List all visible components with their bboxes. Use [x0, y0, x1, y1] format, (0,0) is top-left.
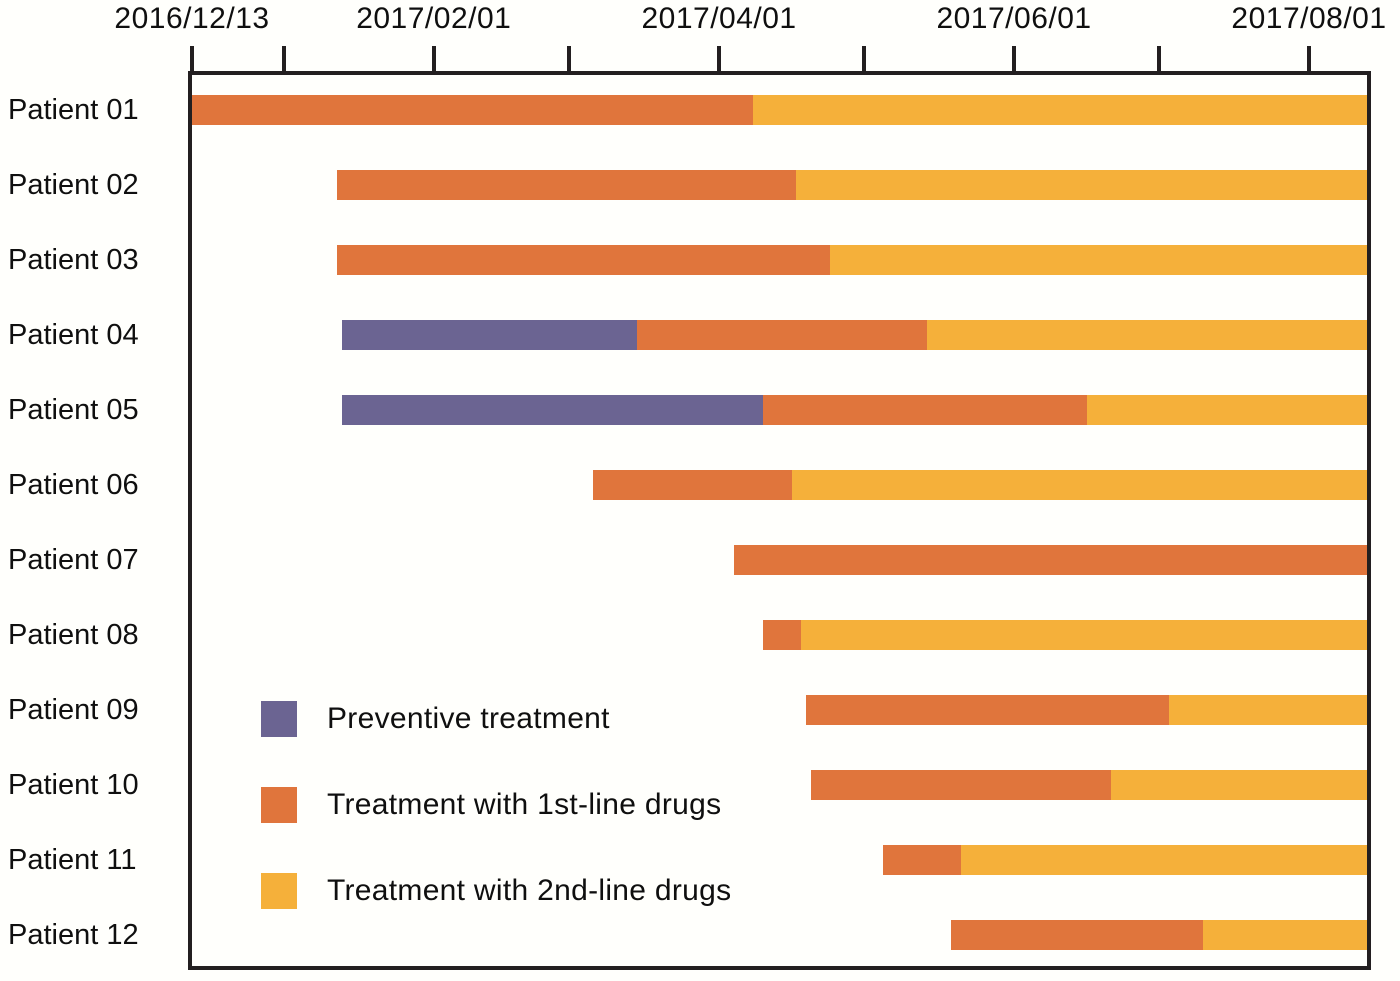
- patient-label: Patient 08: [8, 619, 139, 651]
- bar-segment-first_line: [762, 620, 802, 650]
- bar-segment-second_line: [830, 245, 1367, 275]
- axis-tick-label: 2017/02/01: [356, 2, 512, 35]
- legend-item-second_line: Treatment with 2nd-line drugs: [261, 873, 961, 909]
- patient-label: Patient 02: [8, 169, 139, 201]
- axis-tick-label: 2016/12/13: [114, 2, 270, 35]
- bar-segment-first_line: [337, 245, 831, 275]
- patient-label: Patient 09: [8, 694, 139, 726]
- axis-tick: [717, 46, 722, 71]
- axis-tick: [862, 46, 867, 71]
- bar-segment-first_line: [636, 320, 927, 350]
- legend-swatch-preventive: [261, 701, 297, 737]
- bar-segment-second_line: [796, 170, 1367, 200]
- bar-segment-second_line: [752, 95, 1367, 125]
- patient-label: Patient 03: [8, 244, 139, 276]
- axis-tick: [281, 46, 286, 71]
- legend-label: Preventive treatment: [327, 702, 610, 735]
- bar-segment-second_line: [1086, 395, 1367, 425]
- bar-segment-first_line: [810, 770, 1111, 800]
- patient-label: Patient 10: [8, 769, 139, 801]
- bar-segment-preventive: [341, 395, 763, 425]
- bar-segment-second_line: [960, 845, 1367, 875]
- axis-tick: [431, 46, 436, 71]
- bar-segment-preventive: [341, 320, 637, 350]
- bar-segment-second_line: [1110, 770, 1367, 800]
- axis-tick: [567, 46, 572, 71]
- bar-segment-second_line: [791, 470, 1367, 500]
- bar-segment-second_line: [801, 620, 1367, 650]
- patient-label: Patient 06: [8, 469, 139, 501]
- bar-segment-first_line: [593, 470, 792, 500]
- bar-segment-second_line: [1202, 920, 1367, 950]
- legend-swatch-second_line: [261, 873, 297, 909]
- patient-label: Patient 11: [8, 844, 137, 876]
- bar-segment-first_line: [337, 170, 797, 200]
- bar-segment-first_line: [883, 845, 961, 875]
- bar-segment-second_line: [926, 320, 1367, 350]
- legend-label: Treatment with 2nd-line drugs: [327, 874, 732, 907]
- legend-swatch-first_line: [261, 787, 297, 823]
- patient-label: Patient 07: [8, 544, 139, 576]
- axis-tick-label: 2017/08/01: [1231, 2, 1387, 35]
- patient-label: Patient 12: [8, 919, 139, 951]
- legend-item-preventive: Preventive treatment: [261, 701, 961, 737]
- legend-label: Treatment with 1st-line drugs: [327, 788, 722, 821]
- patient-label: Patient 04: [8, 319, 139, 351]
- patient-label: Patient 05: [8, 394, 139, 426]
- legend-item-first_line: Treatment with 1st-line drugs: [261, 787, 961, 823]
- axis-tick: [1012, 46, 1017, 71]
- bar-segment-second_line: [1168, 695, 1367, 725]
- bar-segment-first_line: [192, 95, 753, 125]
- axis-tick: [1157, 46, 1162, 71]
- bar-segment-first_line: [733, 545, 1367, 575]
- patient-label: Patient 01: [8, 94, 139, 126]
- axis-tick-label: 2017/06/01: [936, 2, 1092, 35]
- bar-segment-first_line: [806, 695, 1169, 725]
- axis-tick: [1306, 46, 1311, 71]
- axis-tick: [190, 46, 194, 71]
- axis-tick-label: 2017/04/01: [641, 2, 797, 35]
- plot-area: [188, 71, 1371, 970]
- bar-segment-first_line: [951, 920, 1203, 950]
- bar-segment-first_line: [762, 395, 1087, 425]
